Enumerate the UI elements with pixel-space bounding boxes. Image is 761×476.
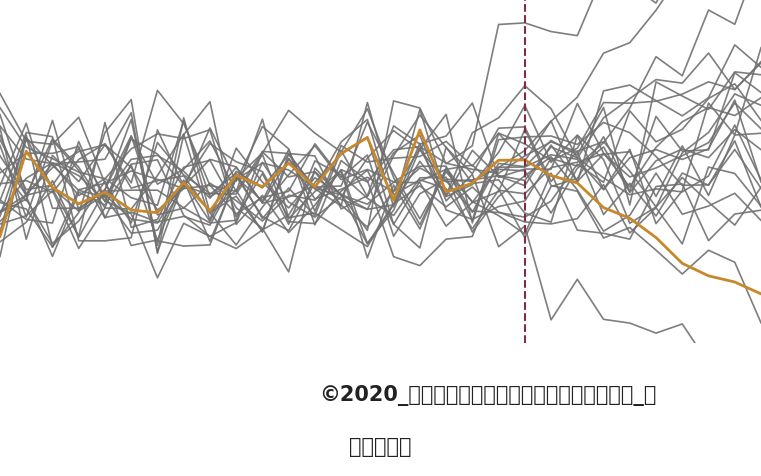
Text: ©2020_中国碳交易机制减排效应及作用路径研究_陆: ©2020_中国碳交易机制减排效应及作用路径研究_陆 xyxy=(320,385,657,406)
Text: （硕士论文: （硕士论文 xyxy=(349,437,412,457)
